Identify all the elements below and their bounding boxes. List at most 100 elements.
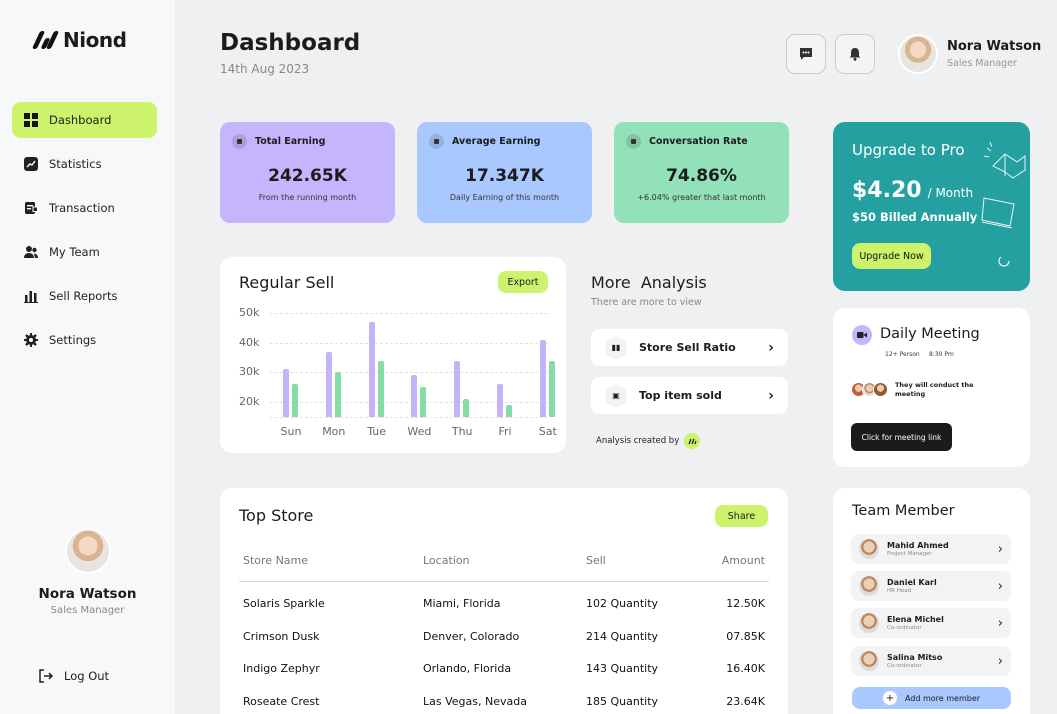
analysis-item-label: Top item sold (639, 389, 722, 402)
nav-item-sell-reports[interactable]: Sell Reports (12, 278, 157, 314)
bar-series-purple-fri[interactable] (497, 384, 503, 417)
avatar (873, 382, 888, 397)
x-tick-label: Wed (407, 425, 432, 438)
team-member-row[interactable]: Daniel Karl HR Head › (851, 571, 1011, 601)
nav-item-my-team[interactable]: My Team (12, 234, 157, 270)
bar-series-purple-wed[interactable] (411, 375, 418, 417)
bar-series-green-sun[interactable] (292, 384, 298, 417)
store-name-cell: Solaris Sparkle (243, 597, 325, 610)
upgrade-card: Upgrade to Pro $4.20 / Month $50 Billed … (833, 122, 1030, 291)
profile-role: Sales Manager (50, 605, 125, 616)
bar-series-purple-thu[interactable] (454, 360, 461, 417)
nav-item-statistics[interactable]: Statistics (12, 146, 157, 182)
bar-series-green-sat[interactable] (548, 360, 555, 417)
meeting-time: 8:30 Pm (929, 351, 954, 358)
upgrade-billing: $50 Billed Annually (852, 210, 978, 224)
chevron-right-icon: › (997, 541, 1003, 557)
meeting-link-button[interactable]: Click for meeting link (851, 423, 952, 451)
analysis-subtitle: There are more to view (591, 297, 702, 308)
share-button[interactable]: Share (715, 505, 768, 527)
bar-chart-icon (24, 291, 38, 303)
box-icon: ▣ (605, 384, 627, 407)
bar-series-green-mon[interactable] (334, 372, 341, 417)
member-role: Co-ordinator (887, 663, 922, 669)
bar-series-purple-tue[interactable] (368, 321, 375, 417)
top-item-sold-item[interactable]: ▣ Top item sold › (591, 377, 788, 414)
chart-line-icon (24, 157, 38, 171)
x-tick-label: Sun (280, 425, 302, 438)
column-header-store-name[interactable]: Store Name (243, 554, 309, 567)
logout-label: Log Out (64, 669, 110, 683)
team-member-row[interactable]: Elena Michel Co-ordinator › (851, 608, 1011, 638)
bar-series-green-tue[interactable] (377, 360, 384, 417)
chevron-right-icon: › (768, 387, 774, 404)
nav-item-dashboard[interactable]: Dashboard (12, 102, 157, 138)
bar-series-purple-sun[interactable] (283, 369, 289, 417)
meeting-avatars (851, 382, 888, 397)
avatar[interactable] (64, 528, 111, 574)
home-icon (429, 134, 444, 149)
chevron-right-icon: › (997, 578, 1003, 594)
column-header-sell[interactable]: Sell (586, 554, 606, 567)
add-member-button[interactable]: + Add more member (852, 687, 1011, 709)
nav-label: My Team (49, 245, 100, 259)
x-tick-label: Sat (538, 425, 557, 438)
x-tick-label: Thu (451, 425, 473, 438)
member-name: Salina Mitso (887, 653, 943, 662)
page-date: 14th Aug 2023 (220, 62, 310, 76)
baseline (270, 417, 548, 418)
team-member-card (833, 488, 1030, 714)
bar-series-green-thu[interactable] (463, 399, 470, 417)
chevron-right-icon: › (997, 615, 1003, 631)
header-avatar[interactable] (898, 34, 938, 74)
messages-button[interactable] (786, 34, 826, 74)
book-laptop-illustration-icon (981, 141, 1026, 229)
stat-subtitle: Daily Earning of this month (449, 193, 560, 202)
store-name-cell: Roseate Crest (243, 695, 320, 708)
store-name-cell: Indigo Zephyr (243, 662, 320, 675)
team-member-row[interactable]: Mahid Ahmed Project Manager › (851, 534, 1011, 564)
notifications-button[interactable] (835, 34, 875, 74)
member-name: Mahid Ahmed (887, 541, 949, 550)
amount-cell: 07.85K (726, 630, 765, 643)
column-header-amount[interactable]: Amount (721, 554, 765, 567)
stat-title: Average Earning (452, 136, 541, 147)
member-role: Co-ordinator (887, 625, 922, 631)
stat-subtitle: From the running month (258, 193, 357, 202)
bar-series-green-fri[interactable] (506, 405, 512, 417)
regular-sell-title: Regular Sell (239, 273, 335, 292)
nav-label: Dashboard (49, 113, 112, 127)
sell-cell: 185 Quantity (586, 695, 659, 708)
nav-label: Settings (49, 333, 97, 347)
gridline (270, 372, 548, 374)
meeting-note: They will conduct the meeting (895, 381, 974, 398)
nav-item-transaction[interactable]: Transaction (12, 190, 157, 226)
store-sell-ratio-item[interactable]: ▮▮ Store Sell Ratio › (591, 329, 788, 366)
nav-label: Statistics (49, 157, 102, 171)
bar-series-purple-sat[interactable] (539, 339, 546, 417)
app-name: Niond (63, 28, 127, 52)
profile-name: Nora Watson (38, 586, 137, 602)
store-name-cell: Crimson Dusk (243, 630, 320, 643)
logo-badge-icon (684, 433, 700, 449)
nav-item-settings[interactable]: Settings (12, 322, 157, 358)
bar-series-purple-mon[interactable] (325, 351, 332, 417)
export-button[interactable]: Export (498, 271, 548, 293)
top-store-title: Top Store (239, 506, 314, 525)
bar-series-green-wed[interactable] (420, 387, 427, 417)
team-member-row[interactable]: Salina Mitso Co-ordinator › (851, 646, 1011, 676)
column-header-location[interactable]: Location (423, 554, 470, 567)
member-role: Project Manager (887, 551, 932, 557)
upgrade-now-button[interactable]: Upgrade Now (852, 243, 931, 269)
gridline (270, 402, 548, 404)
y-tick-label: 50k (239, 306, 260, 319)
header-user-name: Nora Watson (947, 39, 1042, 54)
logout-button[interactable]: Log Out (38, 668, 109, 684)
daily-meeting-card: Daily Meeting 12+ Person 8:30 Pm They wi… (833, 308, 1030, 467)
shield-icon (626, 134, 641, 149)
y-tick-label: 40k (239, 335, 260, 349)
logo[interactable]: Niond (31, 28, 127, 52)
header-user-role: Sales Manager (947, 58, 1017, 69)
stat-value: 17.347K (465, 166, 544, 186)
nav-label: Transaction (49, 201, 115, 215)
